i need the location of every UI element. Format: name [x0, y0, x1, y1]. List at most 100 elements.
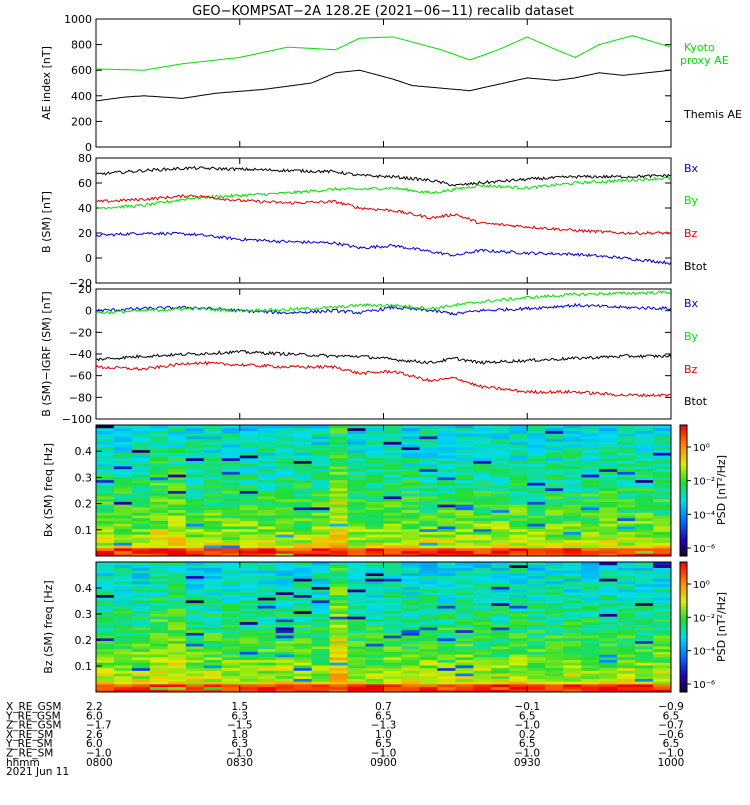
spectrogram-cell [545, 438, 564, 442]
ytick-label: 0.4 [75, 582, 93, 595]
spectrogram-cell [221, 438, 241, 442]
spectrogram-cell [527, 444, 546, 448]
spectrogram-cell [401, 583, 420, 587]
spectrogram-cell [401, 457, 420, 461]
spectrogram-cell [347, 490, 367, 494]
spectrogram-cell [635, 610, 654, 614]
spectrogram-cell [221, 444, 241, 448]
spectrogram-cell [275, 564, 295, 568]
spectrogram-cell [365, 570, 384, 574]
spectrogram-cell [599, 567, 618, 571]
spectrogram-cell [167, 468, 187, 472]
spectrogram-cell [599, 681, 618, 685]
spectrogram-cell [527, 490, 546, 494]
spectrogram-cell [365, 490, 384, 494]
spectrogram-cell [149, 479, 169, 483]
spectrogram-cell [329, 531, 349, 535]
spectrogram-cell [563, 452, 582, 456]
spectrogram-cell [96, 452, 115, 456]
spectrogram-cell [275, 673, 295, 677]
spectrogram-cell [96, 455, 115, 459]
spectrogram-cell [401, 570, 420, 574]
spectrogram-cell [96, 479, 115, 483]
spectrogram-cell [599, 465, 618, 470]
spectrogram-cell [545, 683, 564, 688]
spectrogram-cell [581, 673, 600, 677]
spectrogram-cell [113, 662, 133, 666]
spectrogram-cell [275, 476, 295, 481]
spectrogram-cell [545, 583, 564, 587]
spectrogram-cell [527, 599, 546, 604]
spectrogram-cell [96, 504, 115, 508]
spectrogram-cell [545, 591, 564, 595]
spectrogram-cell [545, 498, 564, 502]
spectrogram-cell [581, 471, 600, 475]
spectrogram-cell [509, 562, 528, 566]
spectrogram-cell [509, 501, 528, 505]
spectrogram-cell [311, 487, 331, 491]
spectrogram-cell [563, 498, 582, 502]
ytick-label: −60 [69, 370, 92, 383]
spectrogram-cell [545, 446, 564, 451]
spectrogram-cell [473, 512, 492, 516]
spectrogram-cell [563, 553, 582, 557]
spectrogram-cell [347, 504, 367, 508]
spectrogram-cell [149, 605, 169, 609]
spectrogram-cell [383, 580, 402, 585]
spectrogram-cell [365, 539, 384, 543]
spectrogram-cell [599, 506, 618, 511]
spectrogram-cell [383, 528, 402, 532]
spectrogram-cell [221, 583, 241, 587]
spectrogram-cell [96, 493, 115, 497]
spectrogram-cell [599, 670, 618, 674]
ephemeris-row-label: X_RE_GSM [6, 701, 61, 713]
spectrogram-cell [455, 523, 474, 527]
spectrogram-cell [167, 449, 187, 453]
spectrogram-cell [491, 452, 510, 456]
spectrogram-cell [419, 487, 438, 491]
spectrogram-cell [635, 463, 654, 467]
spectrogram-cell [491, 599, 510, 604]
spectrogram-cell [257, 547, 277, 552]
spectrogram-cell [617, 656, 636, 660]
spectrogram-cell [96, 659, 115, 663]
spectrogram-cell [635, 632, 654, 636]
spectrogram-cell [185, 523, 205, 527]
spectrogram-cell [563, 632, 582, 636]
spectrogram-cell [149, 444, 169, 448]
spectrogram-cell [383, 651, 402, 655]
spectrogram-cell [257, 449, 277, 453]
series-line-bx [95, 231, 672, 265]
spectrogram-cell [185, 678, 205, 682]
spectrogram-cell [239, 485, 259, 489]
spectrogram-cell [653, 681, 672, 685]
spectrogram-cell [383, 656, 402, 660]
spectrogram-cell [401, 485, 420, 489]
spectrogram-cell [545, 640, 564, 644]
spectrogram-cell [473, 673, 492, 677]
spectrogram-cell [347, 509, 367, 513]
spectrogram-cell [617, 608, 636, 612]
spectrogram-cell [149, 594, 169, 598]
spectrogram-cell [293, 479, 313, 483]
spectrogram-cell [401, 482, 420, 486]
spectrogram-cell [509, 624, 528, 628]
spectrogram-cell [221, 616, 241, 620]
spectrogram-cell [329, 457, 349, 461]
spectrogram-cell [167, 545, 187, 549]
spectrogram-cell [113, 678, 133, 682]
spectrogram-cell [96, 534, 115, 538]
spectrogram-cell [167, 495, 187, 500]
spectrogram-cell [635, 594, 654, 598]
spectrogram-cell [347, 427, 367, 431]
spectrogram-cell [239, 618, 259, 623]
spectrogram-cell [113, 545, 133, 549]
spectrogram-cell [599, 463, 618, 467]
spectrogram-cell [365, 545, 384, 549]
spectrogram-cell [653, 433, 672, 437]
spectrogram-cell [599, 528, 618, 532]
spectrogram-cell [383, 487, 402, 491]
spectrogram-cell [113, 501, 133, 505]
spectrogram-cell [401, 629, 420, 633]
spectrogram-cell [293, 476, 313, 481]
